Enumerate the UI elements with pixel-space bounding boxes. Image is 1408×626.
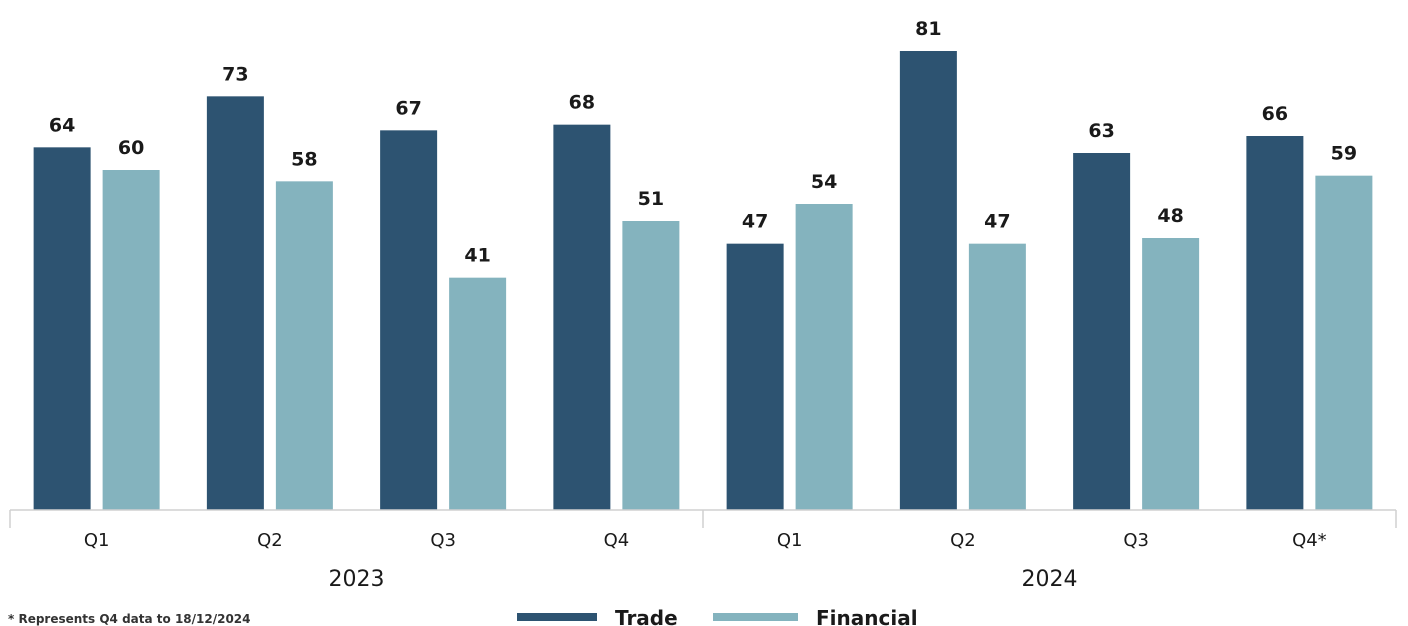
x-tick-label-1: Q1 bbox=[84, 530, 110, 551]
bar-trade-1 bbox=[33, 147, 91, 511]
bar-financial-1 bbox=[102, 170, 160, 510]
bar-trade-7 bbox=[1073, 153, 1131, 510]
x-tick-label-3: Q3 bbox=[430, 530, 456, 551]
data-label-financial-3: 41 bbox=[464, 245, 490, 267]
x-tick-label-6: Q2 bbox=[950, 530, 976, 551]
bar-financial-4 bbox=[622, 221, 680, 510]
bar-trade-5 bbox=[726, 243, 784, 510]
x-tick-label-2: Q2 bbox=[257, 530, 283, 551]
data-label-trade-6: 81 bbox=[915, 18, 941, 40]
bar-financial-5 bbox=[795, 204, 853, 510]
data-label-trade-4: 68 bbox=[569, 92, 595, 114]
bar-financial-6 bbox=[968, 243, 1026, 510]
legend-label-financial: Financial bbox=[816, 606, 918, 626]
bar-trade-8 bbox=[1246, 136, 1304, 510]
data-label-trade-5: 47 bbox=[742, 211, 768, 233]
data-label-trade-3: 67 bbox=[395, 97, 421, 119]
legend-swatch-financial bbox=[713, 613, 798, 621]
data-label-trade-7: 63 bbox=[1088, 120, 1114, 142]
x-tick-label-8: Q4* bbox=[1292, 530, 1327, 551]
x-group-label-2023: 2023 bbox=[329, 567, 385, 592]
bar-financial-7 bbox=[1142, 238, 1200, 510]
data-label-financial-6: 47 bbox=[984, 211, 1010, 233]
x-tick-label-4: Q4 bbox=[604, 530, 630, 551]
bar-trade-3 bbox=[380, 130, 438, 511]
data-label-trade-8: 66 bbox=[1262, 103, 1288, 125]
legend-swatch-trade bbox=[517, 613, 597, 621]
data-label-trade-1: 64 bbox=[49, 114, 75, 136]
data-label-financial-2: 58 bbox=[291, 148, 317, 170]
data-label-financial-4: 51 bbox=[638, 188, 664, 210]
data-label-trade-2: 73 bbox=[222, 63, 248, 85]
bar-trade-2 bbox=[206, 96, 264, 510]
bar-trade-6 bbox=[899, 51, 957, 510]
data-label-financial-1: 60 bbox=[118, 137, 144, 159]
x-tick-label-7: Q3 bbox=[1123, 530, 1149, 551]
footnote: * Represents Q4 data to 18/12/2024 bbox=[8, 612, 251, 626]
legend-label-trade: Trade bbox=[615, 606, 678, 626]
bar-financial-8 bbox=[1315, 175, 1373, 510]
data-label-financial-8: 59 bbox=[1331, 143, 1357, 165]
data-label-financial-7: 48 bbox=[1157, 205, 1183, 227]
x-tick-label-5: Q1 bbox=[777, 530, 803, 551]
bar-financial-2 bbox=[275, 181, 333, 511]
bar-trade-4 bbox=[553, 124, 611, 511]
x-group-label-2024: 2024 bbox=[1022, 567, 1078, 592]
data-label-financial-5: 54 bbox=[811, 171, 837, 193]
bar-financial-3 bbox=[449, 277, 507, 510]
